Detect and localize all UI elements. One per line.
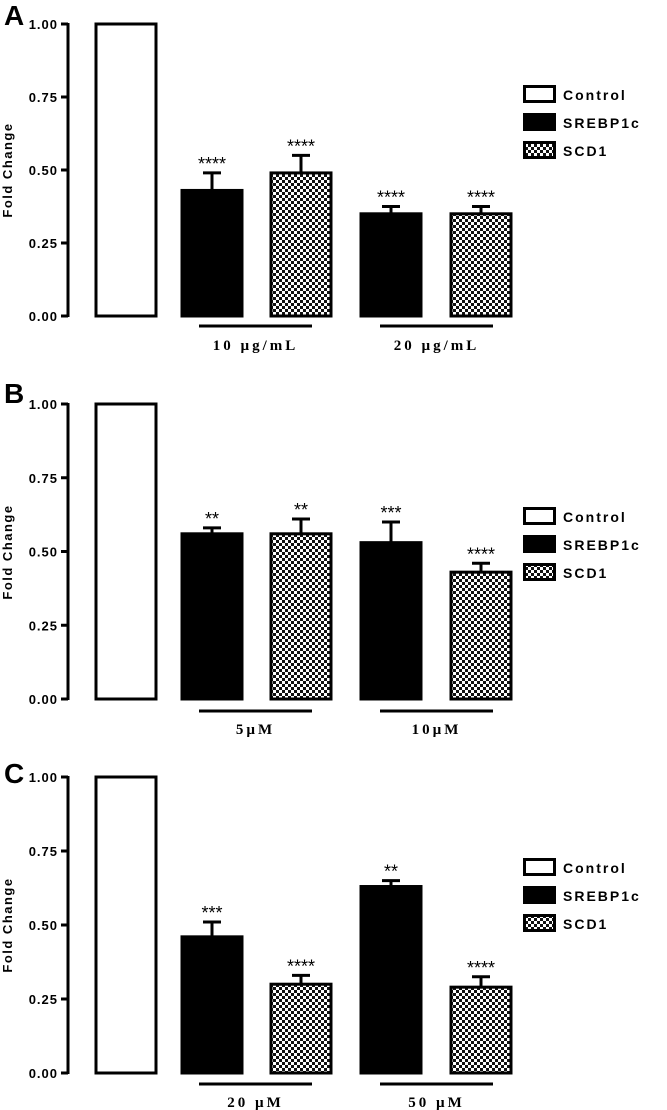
- y-tick-label: 0.50: [29, 163, 58, 178]
- y-axis-label: Fold Change: [0, 504, 15, 599]
- y-tick-label: 1.00: [29, 397, 58, 412]
- y-tick-label: 0.25: [29, 992, 58, 1007]
- legend-label-scd1: SCD1: [563, 565, 608, 581]
- bar-scd1-50: [449, 985, 513, 1075]
- significance-label: **: [384, 862, 398, 882]
- legend-swatch-srebp1c: [523, 535, 556, 553]
- bar-srebp1c-10: [180, 188, 244, 318]
- legend-swatch-srebp1c: [523, 886, 556, 904]
- legend-swatch-control: [523, 85, 556, 103]
- significance-label: **: [294, 500, 308, 520]
- legend-label-scd1: SCD1: [563, 916, 608, 932]
- y-tick-label: 0.25: [29, 236, 58, 251]
- significance-label: ****: [287, 136, 315, 156]
- panel-letter: A: [4, 0, 24, 31]
- bar-srebp1c-5: [180, 532, 244, 701]
- group-label: 50 µM: [408, 1095, 465, 1110]
- bar-scd1-20: [269, 982, 333, 1075]
- panel-letter: B: [4, 378, 24, 409]
- bar-control: [94, 775, 158, 1075]
- bar-control: [94, 22, 158, 318]
- significance-label: ****: [198, 154, 226, 174]
- y-tick-label: 0.75: [29, 844, 58, 859]
- legend-swatch-scd1: [523, 914, 556, 932]
- panel-letter: C: [4, 758, 24, 789]
- legend-swatch-srebp1c: [523, 113, 556, 131]
- legend-label-scd1: SCD1: [563, 143, 608, 159]
- significance-label: **: [205, 509, 219, 529]
- y-tick-label: 0.00: [29, 1066, 58, 1081]
- bar-scd1-5: [269, 532, 333, 701]
- bar-srebp1c-20: [359, 212, 423, 318]
- bar-control: [94, 402, 158, 701]
- legend-label-control: Control: [563, 860, 627, 876]
- legend-label-srebp1c: SREBP1c: [563, 537, 641, 553]
- bar-scd1-10: [269, 171, 333, 318]
- significance-label: ***: [380, 503, 401, 523]
- legend-swatch-scd1: [523, 563, 556, 581]
- legend-label-srebp1c: SREBP1c: [563, 888, 641, 904]
- panel-a: A 0.00 0.25 0.50 0.75 1.00 Fold Change **** ****…: [0, 0, 641, 354]
- bar-scd1-10: [449, 570, 513, 701]
- group-label: 20 µg/mL: [394, 338, 480, 354]
- bar-scd1-20: [449, 212, 513, 318]
- group-label: 10µM: [412, 722, 462, 738]
- significance-label: ****: [467, 188, 495, 208]
- y-tick-label: 0.25: [29, 618, 58, 633]
- significance-label: ****: [467, 958, 495, 978]
- y-tick-label: 0.00: [29, 692, 58, 707]
- bar-srebp1c-50: [359, 885, 423, 1075]
- significance-label: ****: [467, 544, 495, 564]
- y-axis-label: Fold Change: [0, 122, 15, 217]
- y-tick-label: 1.00: [29, 770, 58, 785]
- legend-label-control: Control: [563, 87, 627, 103]
- y-tick-label: 0.75: [29, 90, 58, 105]
- y-tick-label: 0.00: [29, 309, 58, 324]
- y-tick-label: 0.75: [29, 471, 58, 486]
- legend-label-srebp1c: SREBP1c: [563, 115, 641, 131]
- y-tick-label: 0.50: [29, 918, 58, 933]
- bar-srebp1c-20: [180, 935, 244, 1075]
- legend-label-control: Control: [563, 509, 627, 525]
- significance-label: ***: [201, 903, 222, 923]
- legend-swatch-control: [523, 858, 556, 876]
- bar-srebp1c-10: [359, 541, 423, 701]
- y-tick-label: 1.00: [29, 17, 58, 32]
- group-label: 20 µM: [227, 1095, 284, 1110]
- legend-swatch-scd1: [523, 141, 556, 159]
- significance-label: ****: [287, 956, 315, 976]
- group-label: 10 µg/mL: [213, 338, 299, 354]
- y-tick-label: 0.50: [29, 545, 58, 560]
- significance-label: ****: [377, 188, 405, 208]
- group-label: 5µM: [236, 722, 275, 738]
- legend-swatch-control: [523, 507, 556, 525]
- y-axis-label: Fold Change: [0, 877, 15, 972]
